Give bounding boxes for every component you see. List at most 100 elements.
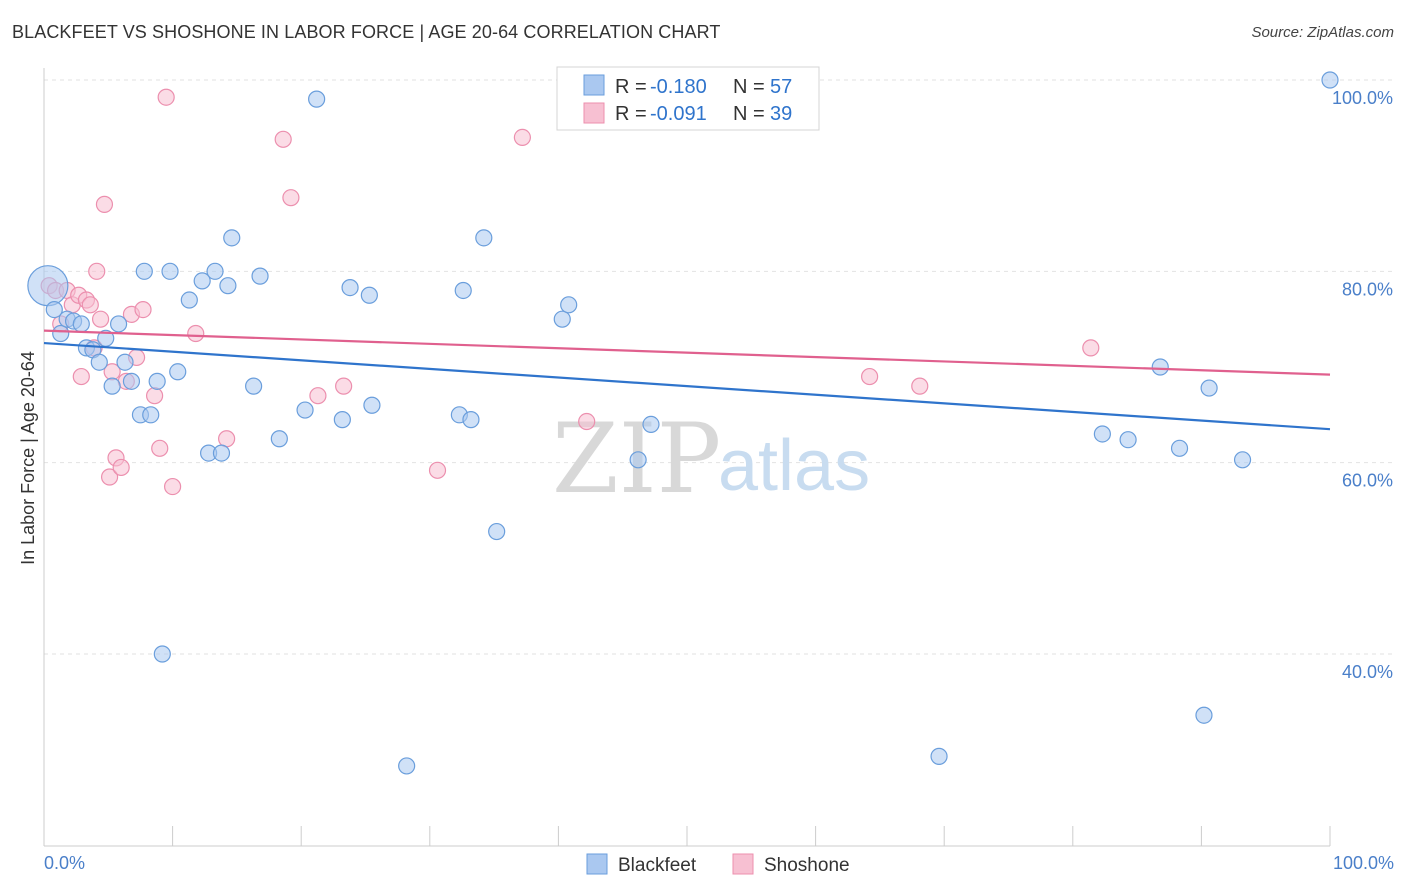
blackfeet-point xyxy=(642,415,660,433)
grid-lines xyxy=(44,79,1394,655)
shoshone-point xyxy=(151,439,169,457)
blackfeet-point xyxy=(363,396,381,414)
x-tick-label-max: 100.0% xyxy=(1333,853,1394,873)
blackfeet-point xyxy=(142,406,160,424)
blackfeet-point xyxy=(148,372,166,390)
blackfeet-point xyxy=(454,281,472,300)
blackfeet-point xyxy=(193,272,211,290)
blackfeet-point xyxy=(72,315,90,333)
y-tick-label-40: 40.0% xyxy=(1342,662,1393,682)
shoshone-point xyxy=(274,130,292,148)
legend-box: R = -0.180 N = 57 R = -0.091 N = 39 xyxy=(556,66,820,131)
blackfeet-point xyxy=(116,353,134,371)
y-tick-label-60: 60.0% xyxy=(1342,471,1393,491)
blackfeet-point xyxy=(930,747,948,765)
shoshone-point xyxy=(309,387,327,405)
shoshone-point xyxy=(335,377,353,395)
shoshone-point xyxy=(164,477,182,496)
bottom-legend-swatch-shoshone xyxy=(732,853,754,875)
shoshone-point xyxy=(95,195,114,213)
y-axis-tick-labels: 40.0% 60.0% 80.0% 100.0% xyxy=(1332,88,1393,682)
x-axis-ticks xyxy=(172,826,1331,846)
legend-n-label-blackfeet: N = xyxy=(733,76,765,98)
bottom-legend-label-shoshone: Shoshone xyxy=(764,855,850,876)
blackfeet-point xyxy=(560,296,578,314)
blackfeet-point xyxy=(629,451,647,469)
shoshone-point xyxy=(81,296,99,314)
legend-swatch-shoshone xyxy=(583,102,605,124)
shoshone-point xyxy=(911,377,929,395)
blackfeet-point xyxy=(1321,71,1339,89)
shoshone-point xyxy=(282,189,300,207)
blackfeet-point xyxy=(1119,431,1137,449)
shoshone-point xyxy=(88,262,106,280)
blackfeet-point xyxy=(180,291,198,309)
blackfeet-point xyxy=(219,277,237,295)
shoshone-point xyxy=(72,367,90,386)
legend-r-label-shoshone: R = xyxy=(615,103,647,125)
shoshone-point xyxy=(145,387,164,405)
shoshone-point xyxy=(157,88,175,106)
blackfeet-point xyxy=(212,444,231,462)
blackfeet-point xyxy=(360,286,378,304)
watermark-atlas: atlas xyxy=(718,426,870,506)
blackfeet-point xyxy=(475,229,493,247)
chart-source: Source: ZipAtlas.com xyxy=(1251,24,1394,41)
blackfeet-point xyxy=(1151,358,1169,376)
x-tick-label-min: 0.0% xyxy=(44,853,85,873)
blackfeet-point xyxy=(1200,379,1218,397)
shoshone-point xyxy=(187,324,205,343)
blackfeet-point xyxy=(135,262,153,280)
blackfeet-point xyxy=(1195,706,1213,724)
blackfeet-point xyxy=(90,353,108,371)
blackfeet-point xyxy=(296,401,314,419)
legend-r-label-blackfeet: R = xyxy=(615,76,647,98)
blackfeet-point xyxy=(206,262,224,280)
shoshone-point xyxy=(1082,339,1100,357)
blackfeet-point xyxy=(308,90,326,108)
blackfeet-point xyxy=(122,372,141,390)
blackfeet-point xyxy=(488,522,506,541)
blackfeet-point xyxy=(553,310,571,328)
shoshone-point xyxy=(428,461,447,479)
shoshone-point xyxy=(112,458,130,477)
blackfeet-point xyxy=(462,411,480,429)
legend-n-label-shoshone: N = xyxy=(733,103,765,125)
shoshone-point xyxy=(134,301,152,319)
blackfeet-point xyxy=(398,757,416,775)
blackfeet-point xyxy=(245,377,263,395)
shoshone-point xyxy=(513,128,531,146)
blackfeet-point xyxy=(27,265,69,307)
blackfeet-point xyxy=(1170,439,1189,457)
bottom-legend-label-blackfeet: Blackfeet xyxy=(618,855,697,876)
y-axis-label: In Labor Force | Age 20-64 xyxy=(18,351,38,565)
blackfeet-point xyxy=(341,278,359,297)
shoshone-point xyxy=(578,412,596,431)
blackfeet-point xyxy=(251,267,269,285)
blackfeet-point xyxy=(109,315,128,333)
blackfeet-point xyxy=(169,363,187,381)
legend-n-value-shoshone: 39 xyxy=(770,103,792,125)
bottom-legend: Blackfeet Shoshone xyxy=(586,853,850,876)
shoshone-trend-line xyxy=(43,329,1331,376)
chart-title: BLACKFEET VS SHOSHONE IN LABOR FORCE | A… xyxy=(12,22,721,42)
blackfeet-point xyxy=(1093,425,1111,443)
legend-swatch-blackfeet xyxy=(583,74,605,96)
blackfeet-point xyxy=(103,377,121,395)
blackfeet-point xyxy=(153,645,171,663)
blackfeet-point xyxy=(333,411,351,429)
legend-n-value-blackfeet: 57 xyxy=(770,76,792,98)
bottom-legend-swatch-blackfeet xyxy=(586,853,608,875)
y-tick-label-100: 100.0% xyxy=(1332,88,1393,108)
blackfeet-points xyxy=(27,71,1339,775)
shoshone-point xyxy=(861,367,879,386)
blackfeet-point xyxy=(270,430,288,448)
shoshone-point xyxy=(218,430,236,448)
y-tick-label-80: 80.0% xyxy=(1342,279,1393,299)
legend-r-value-shoshone: -0.091 xyxy=(650,103,707,125)
legend-r-value-blackfeet: -0.180 xyxy=(650,76,707,98)
shoshone-point xyxy=(91,310,110,328)
blackfeet-trend-line xyxy=(43,341,1331,431)
blackfeet-point xyxy=(161,262,179,280)
